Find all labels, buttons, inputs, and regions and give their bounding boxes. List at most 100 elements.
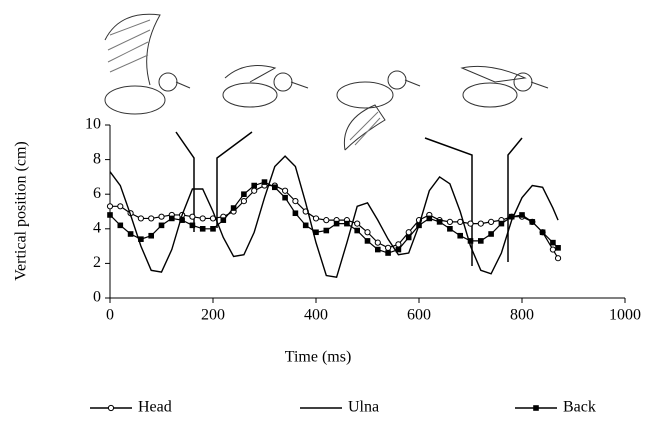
bird-3 xyxy=(336,70,421,151)
point xyxy=(148,215,155,222)
point xyxy=(467,220,474,227)
point xyxy=(107,212,113,218)
y-tick-label: 10 xyxy=(85,116,101,133)
point xyxy=(179,217,185,223)
point xyxy=(158,213,165,220)
callout xyxy=(424,137,473,266)
point xyxy=(374,239,381,246)
point xyxy=(549,246,557,253)
point xyxy=(199,226,206,232)
callout-lines xyxy=(175,131,523,266)
point xyxy=(467,238,474,244)
x-tick-label: 400 xyxy=(304,307,328,324)
bird-2 xyxy=(222,65,309,108)
legend-label: Ulna xyxy=(348,399,379,416)
point xyxy=(107,404,115,412)
point xyxy=(446,218,453,225)
point xyxy=(364,229,371,236)
point xyxy=(447,226,453,232)
point xyxy=(436,219,443,225)
point xyxy=(169,215,175,222)
point xyxy=(354,227,360,234)
y-tick-label: 6 xyxy=(93,185,101,202)
point xyxy=(313,229,319,236)
point xyxy=(555,245,561,251)
point xyxy=(312,215,320,222)
y-tick-label: 0 xyxy=(93,289,101,306)
point xyxy=(405,234,412,241)
point xyxy=(478,238,484,244)
point xyxy=(550,239,556,246)
series-line xyxy=(109,155,559,279)
point xyxy=(354,220,361,227)
point xyxy=(333,220,340,227)
point xyxy=(426,215,433,222)
point xyxy=(199,215,206,222)
point xyxy=(282,194,288,201)
point xyxy=(251,182,257,189)
point xyxy=(395,241,402,248)
callout xyxy=(175,131,195,232)
point xyxy=(137,215,144,222)
x-tick-label: 200 xyxy=(201,307,225,324)
bird-4 xyxy=(460,65,549,108)
point xyxy=(189,213,196,220)
point xyxy=(477,220,484,227)
x-axis-label: Time (ms) xyxy=(285,349,352,366)
point xyxy=(539,229,546,236)
point xyxy=(148,232,154,239)
y-tick-label: 4 xyxy=(93,219,101,236)
point xyxy=(158,222,165,229)
point xyxy=(529,219,536,225)
point xyxy=(344,220,350,227)
point xyxy=(395,246,402,253)
point xyxy=(292,198,299,205)
point xyxy=(127,231,134,237)
y-tick-label: 2 xyxy=(93,254,101,271)
point xyxy=(302,222,309,229)
point xyxy=(292,210,299,217)
point xyxy=(416,222,422,229)
point xyxy=(117,222,124,229)
x-tick-label: 600 xyxy=(407,307,431,324)
legend-label: Head xyxy=(138,399,172,416)
point xyxy=(364,238,371,244)
point xyxy=(498,220,505,227)
point xyxy=(251,187,258,194)
point xyxy=(385,250,391,256)
point xyxy=(488,218,495,225)
point xyxy=(220,217,227,223)
point xyxy=(323,227,330,234)
point xyxy=(405,229,412,236)
callout xyxy=(216,131,253,228)
point xyxy=(375,246,381,253)
y-tick-label: 8 xyxy=(93,150,101,167)
point xyxy=(508,213,515,220)
x-tick-label: 1000 xyxy=(609,307,641,324)
point xyxy=(117,203,124,210)
point xyxy=(138,236,144,242)
point xyxy=(230,205,237,211)
point xyxy=(241,191,247,197)
callout xyxy=(507,137,523,262)
point xyxy=(385,244,392,251)
bird-1 xyxy=(104,13,191,115)
series-line xyxy=(109,181,559,254)
point xyxy=(554,255,562,262)
point xyxy=(106,203,114,210)
bird-illustrations xyxy=(104,13,549,151)
x-tick-label: 800 xyxy=(510,307,534,324)
point xyxy=(323,217,330,224)
y-axis-label: Vertical position (cm) xyxy=(13,141,30,281)
point xyxy=(457,232,463,239)
point xyxy=(272,184,278,191)
point xyxy=(189,222,196,229)
x-tick-label: 0 xyxy=(106,307,114,324)
point xyxy=(210,226,216,232)
point xyxy=(240,198,247,205)
point xyxy=(488,231,494,237)
point xyxy=(261,179,268,185)
point xyxy=(519,212,525,218)
legend-label: Back xyxy=(563,399,596,416)
